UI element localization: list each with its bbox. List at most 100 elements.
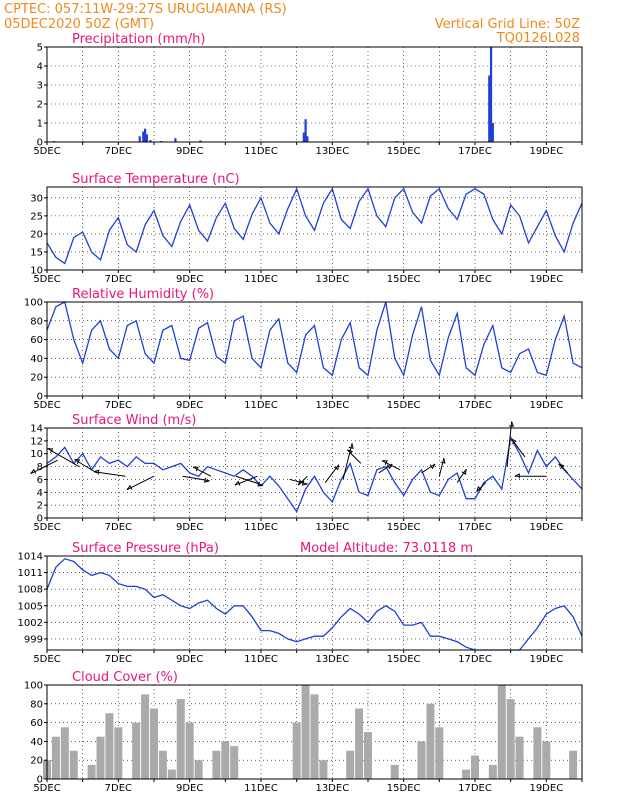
- cloud-bar: [417, 741, 426, 779]
- precip-bar: [142, 131, 145, 142]
- panel-frame: [46, 46, 583, 143]
- header-run-time: 05DEC2020 50Z (GMT): [4, 17, 154, 32]
- wind-vector-head: [348, 443, 354, 450]
- x-tick-label: 15DEC: [387, 400, 421, 411]
- wind-vector-arrow: [289, 478, 308, 485]
- x-tick-label: 19DEC: [529, 783, 563, 794]
- cloud-bar: [60, 727, 69, 779]
- x-tick-label: 5DEC: [33, 400, 60, 411]
- y-tick-label: 10: [30, 449, 43, 460]
- cloud-bar: [212, 750, 221, 779]
- x-tick-label: 17DEC: [458, 654, 492, 665]
- y-tick-label: 40: [30, 354, 43, 365]
- temp-series-line: [46, 186, 583, 265]
- x-tick-label: 11DEC: [244, 146, 278, 157]
- cloud-bar: [185, 722, 194, 779]
- x-tick-label: 9DEC: [176, 400, 203, 411]
- panel-pressure: 999 1002 1005 1008 1011 1014 5DEC 7DEC 9DEC 11DEC…: [18, 541, 583, 665]
- x-tick-label: 11DEC: [244, 783, 278, 794]
- precip-bar: [304, 119, 307, 142]
- wind-vector-arrow: [558, 463, 569, 474]
- cloud-bar: [515, 736, 524, 779]
- x-tick-label: 7DEC: [105, 654, 132, 665]
- panel-frame: [46, 684, 583, 780]
- cloud-bar: [488, 764, 497, 779]
- panel-frame: [46, 555, 583, 651]
- cloud-bar: [355, 708, 364, 779]
- x-tick-label: 11DEC: [244, 400, 278, 411]
- wind-vector-arrow: [506, 421, 513, 467]
- panel-cloud: 0 20 40 60 80 100 5DEC 7DEC 9DEC 11DEC 13DEC 15DEC 1…: [24, 670, 583, 794]
- y-tick-label: 8: [37, 462, 43, 473]
- wind-title: Surface Wind (m/s): [72, 413, 196, 428]
- cloud-bar: [435, 727, 444, 779]
- y-tick-label: 20: [30, 373, 43, 384]
- x-tick-label: 13DEC: [315, 400, 349, 411]
- x-tick-label: 11DEC: [244, 274, 278, 285]
- wind-vector-head: [558, 463, 565, 470]
- cloud-bar: [426, 703, 435, 779]
- cloud-bar: [87, 764, 96, 779]
- y-tick-label: 2: [37, 100, 43, 111]
- wind-vector-head: [511, 438, 517, 445]
- x-tick-label: 5DEC: [33, 146, 60, 157]
- x-tick-label: 17DEC: [458, 783, 492, 794]
- cloud-bar: [471, 755, 479, 779]
- x-tick-label: 15DEC: [387, 146, 421, 157]
- wind-vector-head: [333, 464, 340, 471]
- panel-frame: [46, 186, 583, 271]
- x-tick-label: 7DEC: [105, 400, 132, 411]
- y-tick-label: 1: [37, 119, 43, 130]
- y-tick-label: 12: [30, 436, 43, 447]
- precip-bar: [491, 123, 494, 142]
- x-tick-label: 13DEC: [315, 783, 349, 794]
- cloud-bar: [462, 769, 471, 779]
- y-tick-label: 5: [37, 43, 43, 54]
- panel-temp: 10 15 20 25 30 5DEC 7DEC 9DEC 11DEC 13DEC 15DEC 17D…: [30, 172, 583, 285]
- y-tick-label: 0: [37, 775, 43, 786]
- x-tick-label: 17DEC: [458, 400, 492, 411]
- precip-bar: [489, 47, 493, 142]
- wind-vector-arrow: [421, 463, 436, 474]
- wind-vector-arrow: [347, 449, 362, 464]
- wind-vector-head: [204, 477, 210, 483]
- y-tick-label: 20: [30, 229, 43, 240]
- wind-vector-head: [234, 480, 241, 486]
- y-tick-label: 0: [37, 392, 43, 403]
- wind-vector-arrow: [324, 464, 340, 483]
- wind-vector-head: [440, 458, 446, 464]
- y-tick-label: 14: [30, 424, 43, 435]
- x-tick-label: 7DEC: [105, 274, 132, 285]
- wind-vector-head: [297, 479, 304, 486]
- wind-vector-arrow: [381, 460, 401, 471]
- x-tick-label: 19DEC: [529, 146, 563, 157]
- cloud-bar: [51, 736, 60, 779]
- cloud-bar: [292, 722, 301, 779]
- cloud-bar: [167, 769, 176, 779]
- wind-vector-head: [476, 486, 482, 492]
- y-tick-label: 0: [37, 138, 43, 149]
- y-tick-label: 3: [37, 81, 43, 92]
- wind-vector-head: [193, 466, 199, 472]
- y-tick-label: 15: [30, 247, 43, 258]
- rh-series-line: [46, 301, 583, 378]
- x-tick-label: 15DEC: [387, 654, 421, 665]
- y-tick-label: 1002: [18, 618, 43, 629]
- y-tick-label: 80: [30, 699, 43, 710]
- x-tick-label: 19DEC: [529, 400, 563, 411]
- panel-rh: 0 20 40 60 80 100 5DEC 7DEC 9DEC 11DEC 13DEC 15DEC 1…: [24, 287, 583, 411]
- x-tick-label: 11DEC: [244, 522, 278, 533]
- y-tick-label: 6: [37, 475, 43, 486]
- wind-vector-head: [93, 469, 100, 475]
- wind-vector-arrow: [234, 475, 258, 486]
- precip-bar: [149, 140, 152, 142]
- cloud-bar: [96, 736, 105, 779]
- precip-title: Precipitation (mm/h): [72, 32, 205, 47]
- wind-vector-head: [74, 459, 81, 464]
- precip-bar: [199, 140, 202, 142]
- wind-vector-arrow: [456, 468, 467, 483]
- x-tick-label: 19DEC: [529, 274, 563, 285]
- x-tick-label: 7DEC: [105, 146, 132, 157]
